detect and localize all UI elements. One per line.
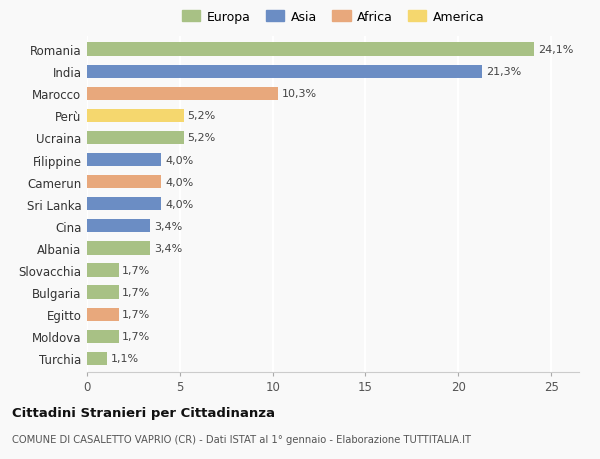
Text: 3,4%: 3,4% xyxy=(154,243,182,253)
Text: 1,7%: 1,7% xyxy=(122,331,151,341)
Bar xyxy=(87,198,161,211)
Text: 10,3%: 10,3% xyxy=(282,89,317,99)
Text: 3,4%: 3,4% xyxy=(154,221,182,231)
Bar xyxy=(87,43,535,56)
Text: 5,2%: 5,2% xyxy=(187,133,215,143)
Text: 21,3%: 21,3% xyxy=(486,67,521,77)
Bar xyxy=(87,220,150,233)
Bar xyxy=(87,176,161,189)
Bar xyxy=(87,65,482,78)
Bar xyxy=(87,242,150,255)
Bar xyxy=(87,352,107,365)
Text: 4,0%: 4,0% xyxy=(165,155,193,165)
Text: 1,7%: 1,7% xyxy=(122,265,151,275)
Text: COMUNE DI CASALETTO VAPRIO (CR) - Dati ISTAT al 1° gennaio - Elaborazione TUTTIT: COMUNE DI CASALETTO VAPRIO (CR) - Dati I… xyxy=(12,434,471,444)
Text: 1,7%: 1,7% xyxy=(122,309,151,319)
Bar xyxy=(87,87,278,101)
Legend: Europa, Asia, Africa, America: Europa, Asia, Africa, America xyxy=(182,11,484,24)
Text: 4,0%: 4,0% xyxy=(165,177,193,187)
Text: 5,2%: 5,2% xyxy=(187,111,215,121)
Bar xyxy=(87,308,119,321)
Text: 4,0%: 4,0% xyxy=(165,199,193,209)
Bar xyxy=(87,132,184,145)
Bar xyxy=(87,154,161,167)
Text: 24,1%: 24,1% xyxy=(538,45,574,55)
Bar xyxy=(87,330,119,343)
Text: 1,7%: 1,7% xyxy=(122,287,151,297)
Bar xyxy=(87,109,184,123)
Text: Cittadini Stranieri per Cittadinanza: Cittadini Stranieri per Cittadinanza xyxy=(12,406,275,419)
Bar xyxy=(87,264,119,277)
Bar xyxy=(87,286,119,299)
Text: 1,1%: 1,1% xyxy=(111,353,139,364)
